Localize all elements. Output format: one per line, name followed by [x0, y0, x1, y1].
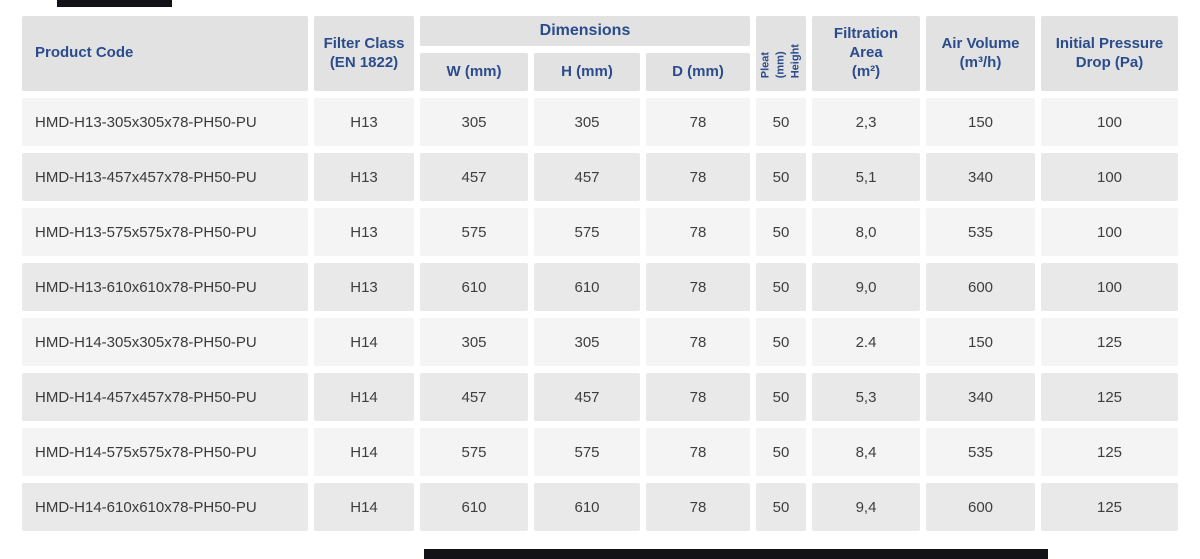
- cell-area: 2,3: [812, 98, 920, 146]
- cell-area: 9,0: [812, 263, 920, 311]
- cell-air-volume: 600: [926, 263, 1035, 311]
- cell-width: 305: [420, 318, 528, 366]
- cell-product-code: HMD-H14-575x575x78-PH50-PU: [22, 428, 308, 476]
- col-header-pleat-height: Pleat (mm) Height: [756, 16, 806, 91]
- cell-filter-class: H14: [314, 373, 414, 421]
- cell-pressure-drop: 125: [1041, 428, 1178, 476]
- cell-pleat: 50: [756, 373, 806, 421]
- cell-area: 2.4: [812, 318, 920, 366]
- col-header-filter-class: Filter Class (EN 1822): [314, 16, 414, 91]
- cell-pressure-drop: 100: [1041, 98, 1178, 146]
- cropped-dark-bar-top: [57, 0, 172, 7]
- cell-height: 457: [534, 373, 640, 421]
- cell-filter-class: H13: [314, 263, 414, 311]
- cell-filter-class: H14: [314, 428, 414, 476]
- cell-pressure-drop: 125: [1041, 318, 1178, 366]
- cell-product-code: HMD-H13-305x305x78-PH50-PU: [22, 98, 308, 146]
- cell-pressure-drop: 100: [1041, 153, 1178, 201]
- col-header-h: H (mm): [534, 53, 640, 91]
- cell-height: 610: [534, 483, 640, 531]
- cell-filter-class: H13: [314, 98, 414, 146]
- cell-width: 610: [420, 483, 528, 531]
- cell-area: 9,4: [812, 483, 920, 531]
- cell-depth: 78: [646, 153, 750, 201]
- cell-filter-class: H13: [314, 208, 414, 256]
- cell-pressure-drop: 125: [1041, 373, 1178, 421]
- col-header-filtration-area: Filtration Area (m²): [812, 16, 920, 91]
- cell-height: 575: [534, 428, 640, 476]
- cell-air-volume: 535: [926, 428, 1035, 476]
- cell-air-volume: 150: [926, 98, 1035, 146]
- cell-height: 305: [534, 318, 640, 366]
- cell-width: 575: [420, 208, 528, 256]
- col-header-dimensions-group: Dimensions: [420, 16, 750, 46]
- cell-air-volume: 600: [926, 483, 1035, 531]
- cell-height: 305: [534, 98, 640, 146]
- col-header-air-volume: Air Volume (m³/h): [926, 16, 1035, 91]
- col-header-pressure-drop: Initial Pressure Drop (Pa): [1041, 16, 1178, 91]
- cropped-dark-bar-bottom: [424, 549, 1048, 559]
- pleat-height-rotated-label: Pleat (mm) Height: [759, 44, 802, 79]
- cell-pleat: 50: [756, 428, 806, 476]
- cell-pleat: 50: [756, 153, 806, 201]
- cell-depth: 78: [646, 373, 750, 421]
- cell-width: 575: [420, 428, 528, 476]
- cell-air-volume: 340: [926, 373, 1035, 421]
- cell-air-volume: 340: [926, 153, 1035, 201]
- cell-product-code: HMD-H14-305x305x78-PH50-PU: [22, 318, 308, 366]
- col-header-product-code: Product Code: [22, 16, 308, 91]
- cell-product-code: HMD-H14-610x610x78-PH50-PU: [22, 483, 308, 531]
- cell-depth: 78: [646, 208, 750, 256]
- col-header-d: D (mm): [646, 53, 750, 91]
- cell-filter-class: H14: [314, 483, 414, 531]
- cell-depth: 78: [646, 428, 750, 476]
- cell-area: 5,1: [812, 153, 920, 201]
- filter-spec-table: Product Code Filter Class (EN 1822) Dime…: [22, 16, 1178, 531]
- cell-height: 457: [534, 153, 640, 201]
- cell-pleat: 50: [756, 483, 806, 531]
- cell-pleat: 50: [756, 208, 806, 256]
- cell-pleat: 50: [756, 318, 806, 366]
- cell-pressure-drop: 100: [1041, 208, 1178, 256]
- cell-air-volume: 150: [926, 318, 1035, 366]
- cell-pleat: 50: [756, 98, 806, 146]
- cell-width: 457: [420, 153, 528, 201]
- cell-area: 5,3: [812, 373, 920, 421]
- cell-width: 610: [420, 263, 528, 311]
- cell-product-code: HMD-H13-610x610x78-PH50-PU: [22, 263, 308, 311]
- cell-area: 8,0: [812, 208, 920, 256]
- cell-height: 575: [534, 208, 640, 256]
- cell-air-volume: 535: [926, 208, 1035, 256]
- col-header-w: W (mm): [420, 53, 528, 91]
- cell-depth: 78: [646, 483, 750, 531]
- cell-depth: 78: [646, 98, 750, 146]
- cell-product-code: HMD-H13-457x457x78-PH50-PU: [22, 153, 308, 201]
- cell-pressure-drop: 125: [1041, 483, 1178, 531]
- cell-filter-class: H14: [314, 318, 414, 366]
- cell-pleat: 50: [756, 263, 806, 311]
- cell-product-code: HMD-H13-575x575x78-PH50-PU: [22, 208, 308, 256]
- cell-filter-class: H13: [314, 153, 414, 201]
- cell-depth: 78: [646, 318, 750, 366]
- cell-pressure-drop: 100: [1041, 263, 1178, 311]
- cell-area: 8,4: [812, 428, 920, 476]
- cell-width: 457: [420, 373, 528, 421]
- cell-width: 305: [420, 98, 528, 146]
- cell-depth: 78: [646, 263, 750, 311]
- cell-height: 610: [534, 263, 640, 311]
- cell-product-code: HMD-H14-457x457x78-PH50-PU: [22, 373, 308, 421]
